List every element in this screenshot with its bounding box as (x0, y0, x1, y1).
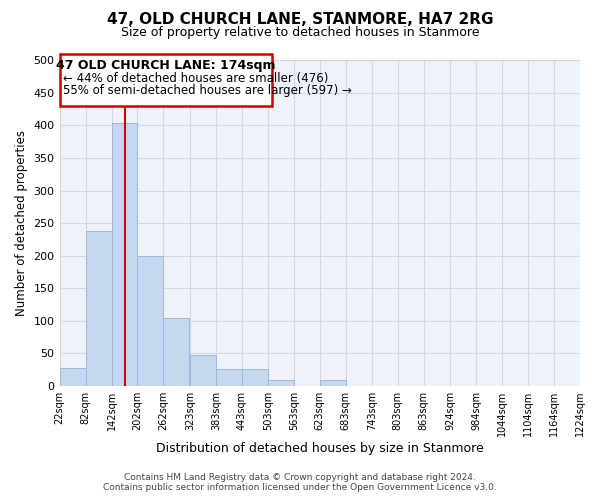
Bar (112, 124, 137, 386)
Text: 55% of semi-detached houses are larger (597) →: 55% of semi-detached houses are larger (… (63, 84, 352, 96)
Bar (163, 318, 190, 386)
Y-axis label: Number of detached properties: Number of detached properties (15, 130, 28, 316)
Bar (59, 368, 86, 386)
Bar (190, 355, 216, 386)
Text: Contains HM Land Registry data © Crown copyright and database right 2024.
Contai: Contains HM Land Registry data © Crown c… (103, 473, 497, 492)
Bar (216, 369, 242, 386)
Text: 47, OLD CHURCH LANE, STANMORE, HA7 2RG: 47, OLD CHURCH LANE, STANMORE, HA7 2RG (107, 12, 493, 28)
Text: ← 44% of detached houses are smaller (476): ← 44% of detached houses are smaller (47… (63, 72, 328, 85)
Bar (86, 231, 112, 386)
Text: 47 OLD CHURCH LANE: 174sqm: 47 OLD CHURCH LANE: 174sqm (56, 59, 275, 72)
Text: Size of property relative to detached houses in Stanmore: Size of property relative to detached ho… (121, 26, 479, 39)
Bar (242, 369, 268, 386)
Bar (320, 380, 346, 386)
Bar (59, 54, 272, 106)
Bar (137, 256, 163, 386)
Bar (268, 380, 294, 386)
X-axis label: Distribution of detached houses by size in Stanmore: Distribution of detached houses by size … (156, 442, 484, 455)
